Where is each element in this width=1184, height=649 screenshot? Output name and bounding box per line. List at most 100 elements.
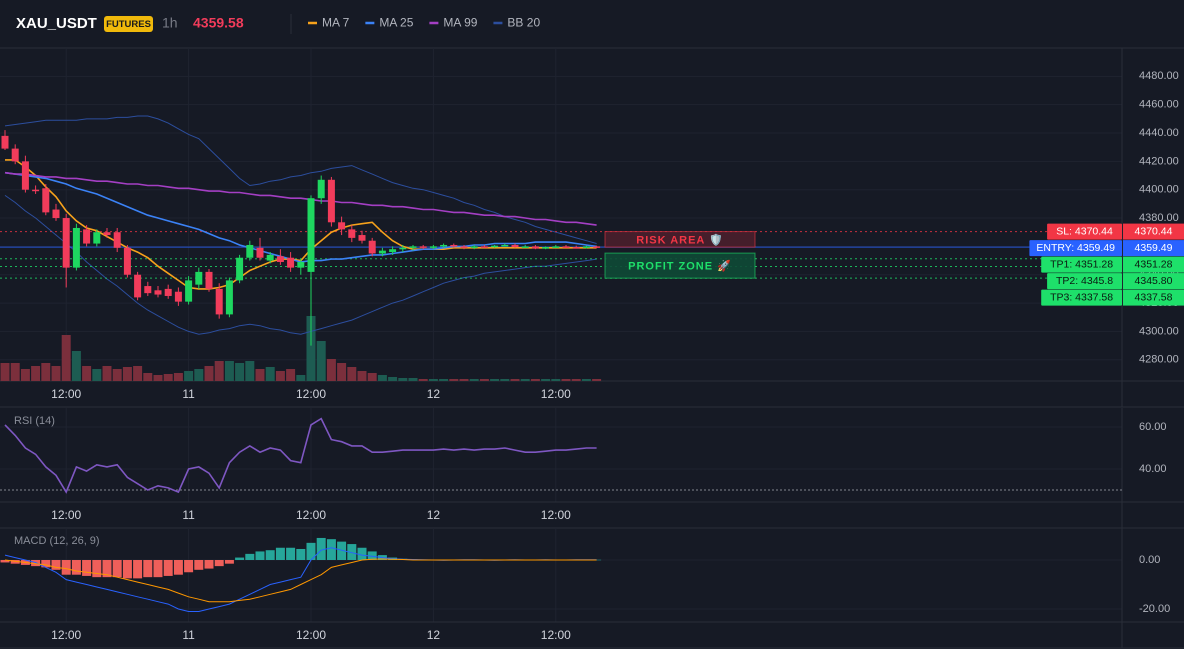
level-tag: TP3: 4337.58 [1050,291,1113,303]
volume-bar [194,369,204,381]
candle-body [113,232,121,248]
candle-body [42,188,50,213]
volume-bar [0,363,10,381]
y-tick-label: 4440.00 [1139,127,1179,139]
volume-bar [214,361,224,381]
level-price-bg [1123,289,1184,306]
candle-body [399,247,407,250]
candle-body [511,244,519,248]
y-tick-label: 4300.00 [1139,325,1179,337]
y-tick-label: 4460.00 [1139,99,1179,111]
candle-body [52,209,60,219]
candle-body [195,271,203,285]
volume-bar [275,371,285,381]
candle-body [327,179,335,223]
level-price: 4370.44 [1135,225,1173,237]
y-tick-label: 4420.00 [1139,155,1179,167]
histogram-bar [71,560,81,575]
y-tick-label: 4400.00 [1139,184,1179,196]
volume-bar [490,379,500,381]
volume-bar [286,369,296,381]
histogram-bar [173,560,183,575]
histogram-bar [224,560,234,564]
y-tick-label: 4380.00 [1139,212,1179,224]
volume-bar [561,379,571,381]
bollinger-lower [4,194,597,335]
candle-body [358,235,366,241]
symbol[interactable]: XAU_USDT [16,15,97,32]
volume-bar [398,378,408,381]
histogram-bar [347,544,357,561]
y-tick-label: 4480.00 [1139,70,1179,82]
candle-body [480,246,488,248]
histogram-bar [82,560,92,576]
candle-body [593,246,601,248]
x-tick-label: 12 [427,628,441,642]
x-tick-label: 12:00 [51,387,81,401]
candle-body [450,244,458,247]
histogram-bar [153,560,163,578]
candle-body [419,246,427,248]
candle-body [470,246,478,248]
x-tick-label: 12:00 [296,387,326,401]
indicator-line [4,558,597,603]
volume-bar [82,366,92,381]
x-tick-label: 12:00 [51,508,81,522]
volume-bar [418,379,428,381]
histogram-bar [92,560,102,578]
bollinger-upper [4,115,597,244]
histogram-bar [184,560,194,573]
level-tag-bg [1041,256,1122,273]
candle-body [521,246,529,248]
volume-bar [235,363,245,381]
level-tag-bg [1047,273,1122,290]
volume-bar [184,371,194,381]
candle-body [236,257,244,281]
candle-body [368,240,376,254]
level-price-bg [1123,256,1184,273]
candle-body [11,148,19,162]
candle-body [531,246,539,249]
histogram-bar [163,560,173,576]
legend-label: MA 7 [322,16,350,30]
x-tick-label: 12:00 [296,508,326,522]
x-tick-label: 11 [182,628,195,642]
x-tick-label: 12:00 [541,508,571,522]
volume-bar [20,369,30,381]
level-tag: SL: 4370.44 [1056,225,1113,237]
level-tag-bg [1041,289,1122,306]
candle-body [338,222,346,230]
volume-bar [92,369,102,381]
volume-bar [296,375,306,381]
volume-bar [41,363,51,381]
volume-bar [500,379,510,381]
level-price: 4351.28 [1135,258,1173,270]
volume-bar [357,371,367,381]
candle-body [225,280,233,315]
volume-bar [581,379,591,381]
level-tag-bg [1047,223,1122,240]
x-tick-label: 12 [427,387,441,401]
candle-body [429,246,437,248]
interval[interactable]: 1h [162,15,178,31]
candle-body [93,232,101,244]
level-price: 4345.80 [1135,275,1173,287]
volume-bar [428,379,438,381]
histogram-bar [316,537,326,561]
volume-bar [479,379,489,381]
histogram-bar [326,539,336,561]
x-tick-label: 12:00 [541,387,571,401]
candle-body [317,179,325,199]
y-tick-label: 60.00 [1139,421,1167,433]
candle-body [185,280,193,302]
level-tag: TP1: 4351.28 [1050,258,1113,270]
candle-body [307,198,315,272]
volume-bar [173,373,183,381]
histogram-bar [286,547,296,561]
histogram-bar [0,560,10,563]
volume-bar [163,374,173,381]
volume-bar [388,377,398,381]
candle-body [552,246,560,248]
zone-label: PROFIT ZONE 🚀 [628,260,732,273]
